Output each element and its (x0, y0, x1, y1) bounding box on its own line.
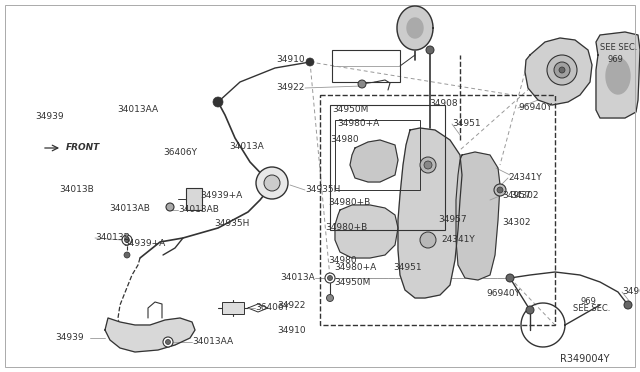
Circle shape (547, 55, 577, 85)
Circle shape (328, 276, 333, 280)
Text: 34922: 34922 (276, 83, 305, 93)
Text: SEE SEC.: SEE SEC. (600, 44, 637, 52)
Text: 34908: 34908 (429, 99, 458, 108)
Polygon shape (407, 18, 423, 38)
Circle shape (554, 62, 570, 78)
Text: 34910: 34910 (276, 55, 305, 64)
Text: 34950M: 34950M (332, 106, 369, 115)
Text: 34935H: 34935H (305, 186, 340, 195)
Polygon shape (350, 140, 398, 182)
Circle shape (624, 301, 632, 309)
Circle shape (166, 203, 174, 211)
Circle shape (420, 157, 436, 173)
Text: 969: 969 (607, 55, 623, 64)
Circle shape (256, 167, 288, 199)
Circle shape (424, 161, 432, 169)
Bar (222, 302, 244, 314)
Circle shape (325, 273, 335, 283)
Text: 34980+B: 34980+B (325, 224, 367, 232)
Circle shape (125, 237, 129, 243)
Text: 34980+B: 34980+B (328, 198, 371, 207)
Text: 969: 969 (581, 297, 596, 306)
Polygon shape (606, 58, 630, 94)
Text: 34957: 34957 (502, 190, 531, 199)
Text: R349004Y: R349004Y (560, 354, 609, 364)
Text: 34013A: 34013A (280, 273, 315, 282)
Text: 34013B: 34013B (95, 234, 130, 243)
Text: 34935H: 34935H (214, 219, 250, 228)
Text: 34013AB: 34013AB (109, 204, 150, 213)
Text: 34939+A: 34939+A (200, 190, 243, 199)
Text: 34939: 34939 (55, 334, 84, 343)
Polygon shape (397, 6, 433, 50)
Text: 34950M: 34950M (334, 278, 371, 287)
Circle shape (166, 340, 170, 344)
Polygon shape (596, 32, 640, 118)
Text: 24341Y: 24341Y (442, 235, 476, 244)
Text: 34908: 34908 (622, 288, 640, 296)
Polygon shape (456, 152, 500, 280)
Text: 34957: 34957 (438, 215, 467, 224)
Text: 34013B: 34013B (60, 185, 94, 194)
Text: SEE SEC.: SEE SEC. (573, 304, 610, 313)
Circle shape (122, 235, 132, 245)
Text: 34910: 34910 (277, 326, 306, 335)
Circle shape (306, 58, 314, 66)
Text: 34013AA: 34013AA (192, 337, 233, 346)
Text: 34980: 34980 (328, 256, 357, 265)
Text: 34951: 34951 (394, 263, 422, 272)
Text: 34939: 34939 (35, 112, 64, 121)
Text: 34980+A: 34980+A (337, 119, 380, 128)
Text: 96940Y: 96940Y (486, 289, 520, 298)
Polygon shape (525, 38, 592, 105)
Text: 34013A: 34013A (229, 142, 264, 151)
Circle shape (494, 184, 506, 196)
Circle shape (420, 232, 436, 248)
Text: 34302: 34302 (502, 218, 531, 227)
Text: 34013AB: 34013AB (178, 205, 219, 215)
Circle shape (526, 306, 534, 314)
Circle shape (163, 337, 173, 347)
Text: 34922: 34922 (278, 301, 306, 310)
Polygon shape (335, 205, 398, 258)
Bar (330, 105, 445, 230)
Circle shape (358, 80, 366, 88)
Circle shape (506, 274, 514, 282)
Text: 34951: 34951 (452, 119, 481, 128)
Polygon shape (105, 318, 195, 352)
Circle shape (497, 187, 503, 193)
Text: 34013AA: 34013AA (117, 105, 158, 114)
Text: 34980: 34980 (330, 135, 358, 144)
Text: 96940Y: 96940Y (518, 103, 552, 112)
Bar (335, 120, 420, 190)
Circle shape (264, 175, 280, 191)
Bar (332, 50, 400, 82)
Text: 34302: 34302 (510, 190, 538, 199)
Text: 34939+A: 34939+A (123, 239, 165, 248)
Text: FRONT: FRONT (66, 144, 100, 153)
Bar (320, 95, 555, 325)
Circle shape (124, 252, 130, 258)
Circle shape (559, 67, 565, 73)
Text: 34980+A: 34980+A (334, 263, 376, 272)
Circle shape (213, 97, 223, 107)
Bar (186, 188, 202, 210)
Text: 36406Y: 36406Y (163, 148, 197, 157)
Text: 24341Y: 24341Y (508, 173, 541, 183)
Text: 36406Y: 36406Y (255, 304, 289, 312)
Polygon shape (398, 128, 462, 298)
Circle shape (326, 295, 333, 301)
Circle shape (426, 46, 434, 54)
